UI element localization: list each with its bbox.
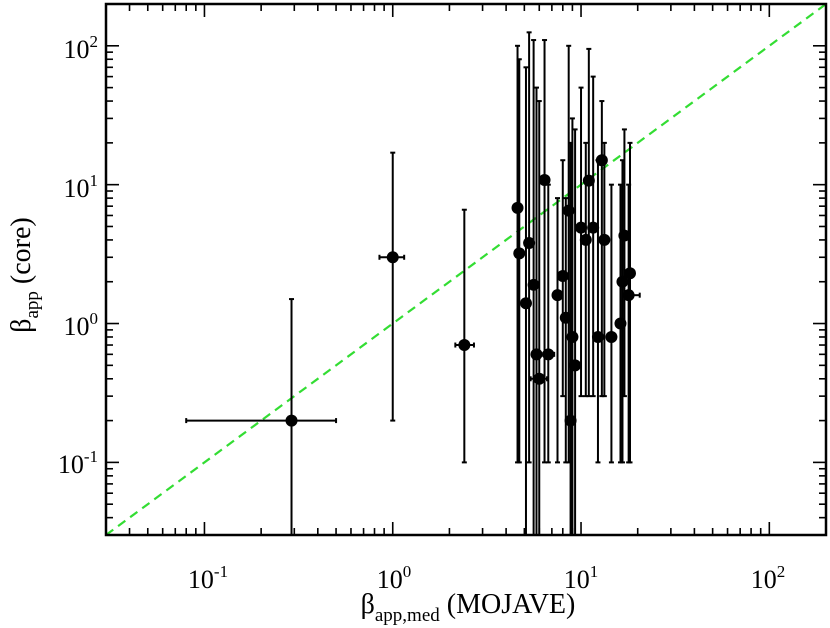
data-point (616, 275, 629, 288)
data-point (559, 311, 572, 324)
data-point (513, 247, 526, 260)
reference-line-layer (105, 3, 827, 536)
data-point (598, 233, 611, 246)
axis-ticks-layer (105, 3, 827, 536)
data-point (605, 330, 618, 343)
error-bars-layer (185, 31, 641, 536)
data-point (538, 174, 551, 187)
data-point (614, 317, 627, 330)
data-point (458, 339, 471, 352)
data-point (595, 154, 608, 167)
data-point (564, 414, 577, 427)
y-tick-label: 101 (64, 171, 99, 203)
y-tick-label: 102 (64, 32, 99, 64)
x-tick-label: 10-1 (188, 562, 228, 594)
data-point (591, 330, 604, 343)
data-point (587, 221, 600, 234)
data-point (556, 269, 569, 282)
data-point (566, 330, 579, 343)
data-point (527, 278, 540, 291)
y-tick-label: 10-1 (58, 447, 98, 479)
data-point (542, 348, 555, 361)
data-point (511, 201, 524, 214)
data-point (562, 204, 575, 217)
data-point (530, 348, 543, 361)
reference-line-y-equals-x (105, 3, 827, 536)
x-tick-label: 100 (377, 562, 412, 594)
data-point (575, 221, 588, 234)
y-axis-label: βapp (core) (6, 217, 43, 333)
data-point (285, 414, 298, 427)
data-point (519, 297, 532, 310)
data-point (623, 267, 636, 280)
data-points-layer (285, 154, 636, 427)
x-axis-label: βapp,med (MOJAVE) (361, 589, 576, 626)
data-point (523, 237, 536, 250)
x-tick-label: 101 (564, 562, 599, 594)
y-tick-label: 100 (64, 309, 99, 341)
data-point (533, 372, 546, 385)
data-point (569, 359, 582, 372)
data-point (622, 289, 635, 302)
x-tick-label: 102 (751, 562, 786, 594)
data-point (582, 174, 595, 187)
data-point (551, 289, 564, 302)
data-point (579, 233, 592, 246)
data-point (618, 229, 631, 242)
plot-frame (104, 2, 828, 537)
data-point (386, 251, 399, 264)
